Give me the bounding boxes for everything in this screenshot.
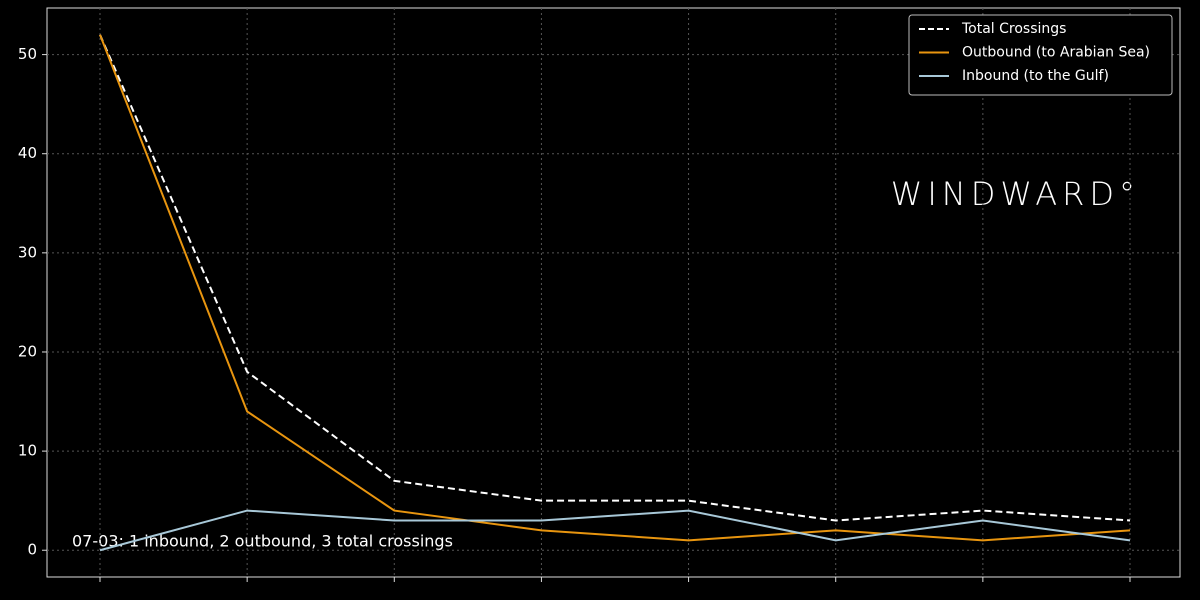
y-tick-label: 50 (18, 45, 37, 63)
y-tick-label: 10 (18, 442, 37, 460)
series-line (99, 509, 1131, 552)
legend-box (908, 14, 1173, 96)
legend-label: Total Crossings (961, 21, 1066, 37)
legend-label: Outbound (to Arabian Sea) (962, 45, 1150, 61)
y-tick-label: 40 (18, 144, 37, 162)
y-tick-label: 0 (27, 541, 37, 559)
series-line (99, 34, 1131, 542)
plot-frame (46, 7, 1181, 578)
series-line (99, 34, 1131, 522)
annotation: 07-03: 1 inbound, 2 outbound, 3 total cr… (72, 532, 453, 551)
y-tick-label: 20 (18, 342, 37, 360)
watermark: WINDWARD° (891, 175, 1140, 213)
legend-label: Inbound (to the Gulf) (962, 68, 1109, 84)
y-tick-label: 30 (18, 243, 37, 261)
